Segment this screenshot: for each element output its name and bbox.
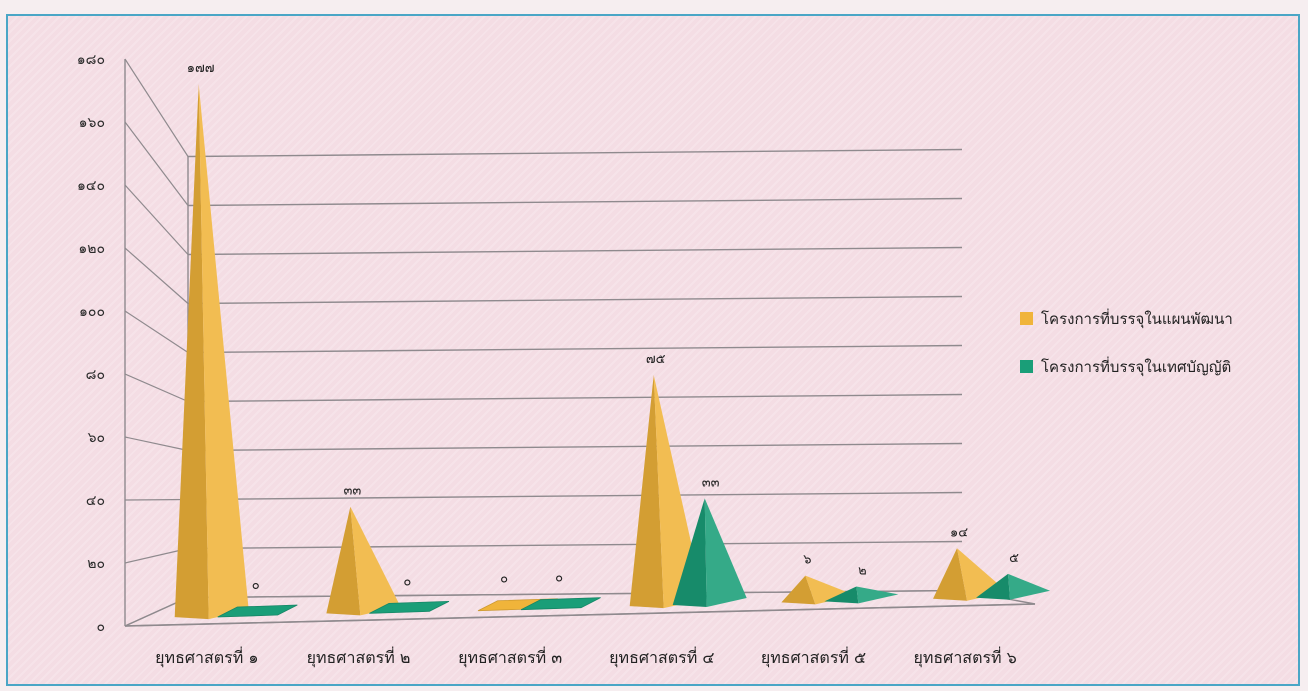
data-label: ๐ xyxy=(555,571,563,586)
pyramid-mark xyxy=(824,586,859,604)
y-tick-label: ๑๐๐ xyxy=(79,304,105,320)
pyramid-mark xyxy=(933,548,968,601)
data-label: ๐ xyxy=(500,572,508,587)
gridline-back-5 xyxy=(187,344,963,354)
gridline-back-2 xyxy=(187,491,963,501)
data-label: ๐ xyxy=(252,578,260,593)
gridline-back-3 xyxy=(187,442,963,452)
gridline-side-2 xyxy=(124,498,189,501)
gridline-back-6 xyxy=(187,295,963,305)
data-label: ๓๓ xyxy=(702,475,720,490)
gridline-side-4 xyxy=(124,373,189,403)
data-label: ๑๔ xyxy=(950,525,968,540)
pyramid-face xyxy=(198,83,249,620)
x-tick-label: ยุทธศาสตรที่ ๕ xyxy=(761,646,866,668)
data-label: ๖ xyxy=(803,553,811,568)
y-tick-label: ๒๐ xyxy=(87,556,105,572)
gridline-side-8 xyxy=(124,121,189,206)
pyramid-mark xyxy=(520,597,601,611)
gridline-side-9 xyxy=(124,58,189,157)
gridline-side-7 xyxy=(124,184,189,255)
x-tick-label: ยุทธศาสตรที่ ๑ xyxy=(155,646,258,668)
gridline-back-8 xyxy=(187,197,963,207)
data-label: ๑๗๗ xyxy=(187,61,215,76)
x-tick-label: ยุทธศาสตรที่ ๓ xyxy=(458,646,562,668)
legend-swatch xyxy=(1020,312,1033,325)
legend-label: โครงการที่บรรจุในเทศบัญญัติ xyxy=(1041,356,1231,377)
y-tick-label: ๑๘๐ xyxy=(77,52,105,68)
y-tick-label: ๑๒๐ xyxy=(78,241,105,257)
pyramid-mark xyxy=(672,498,707,608)
pyramid-mark xyxy=(326,506,361,616)
gridline-side-6 xyxy=(124,247,189,304)
y-tick-label: ๑๖๐ xyxy=(79,115,105,131)
gridline-side-3 xyxy=(124,436,189,452)
y-tick-label: ๑๔๐ xyxy=(77,178,105,194)
pyramid-face xyxy=(704,498,747,608)
y-tick-label: ๔๐ xyxy=(86,493,105,509)
pyramid-mark xyxy=(781,575,816,605)
pyramid-mark xyxy=(369,600,450,614)
x-tick-label: ยุทธศาสตรที่ ๔ xyxy=(609,646,714,668)
pyramid-mark xyxy=(217,604,298,618)
gridline-back-9 xyxy=(187,148,963,158)
y-tick-label: ๖๐ xyxy=(88,430,105,446)
x-axis-line xyxy=(124,603,1036,627)
pyramid-face xyxy=(856,586,899,604)
pyramid-face xyxy=(350,506,401,616)
data-label: ๕ xyxy=(1009,551,1019,566)
legend-label: โครงการที่บรรจุในแผนพัฒนา xyxy=(1041,308,1233,329)
legend-swatch xyxy=(1020,360,1033,373)
data-label: ๒ xyxy=(858,563,867,578)
y-tick-label: ๐ xyxy=(96,619,105,635)
data-label: ๐ xyxy=(403,574,411,589)
gridline-side-5 xyxy=(124,310,189,354)
pyramid-mark xyxy=(976,573,1011,600)
gridline-back-1 xyxy=(187,540,963,550)
pyramid-mark xyxy=(629,374,664,609)
gridline-side-1 xyxy=(124,547,189,564)
gridline-back-7 xyxy=(187,246,963,256)
x-tick-label: ยุทธศาสตรที่ ๖ xyxy=(913,646,1016,668)
y-tick-label: ๘๐ xyxy=(86,367,105,383)
pyramid-face xyxy=(1008,573,1051,600)
pyramid-mark xyxy=(174,83,209,620)
gridline-back-4 xyxy=(187,393,963,403)
data-label: ๓๓ xyxy=(343,484,361,499)
data-label: ๗๕ xyxy=(646,352,666,367)
x-tick-label: ยุทธศาสตรที่ ๒ xyxy=(307,646,411,668)
